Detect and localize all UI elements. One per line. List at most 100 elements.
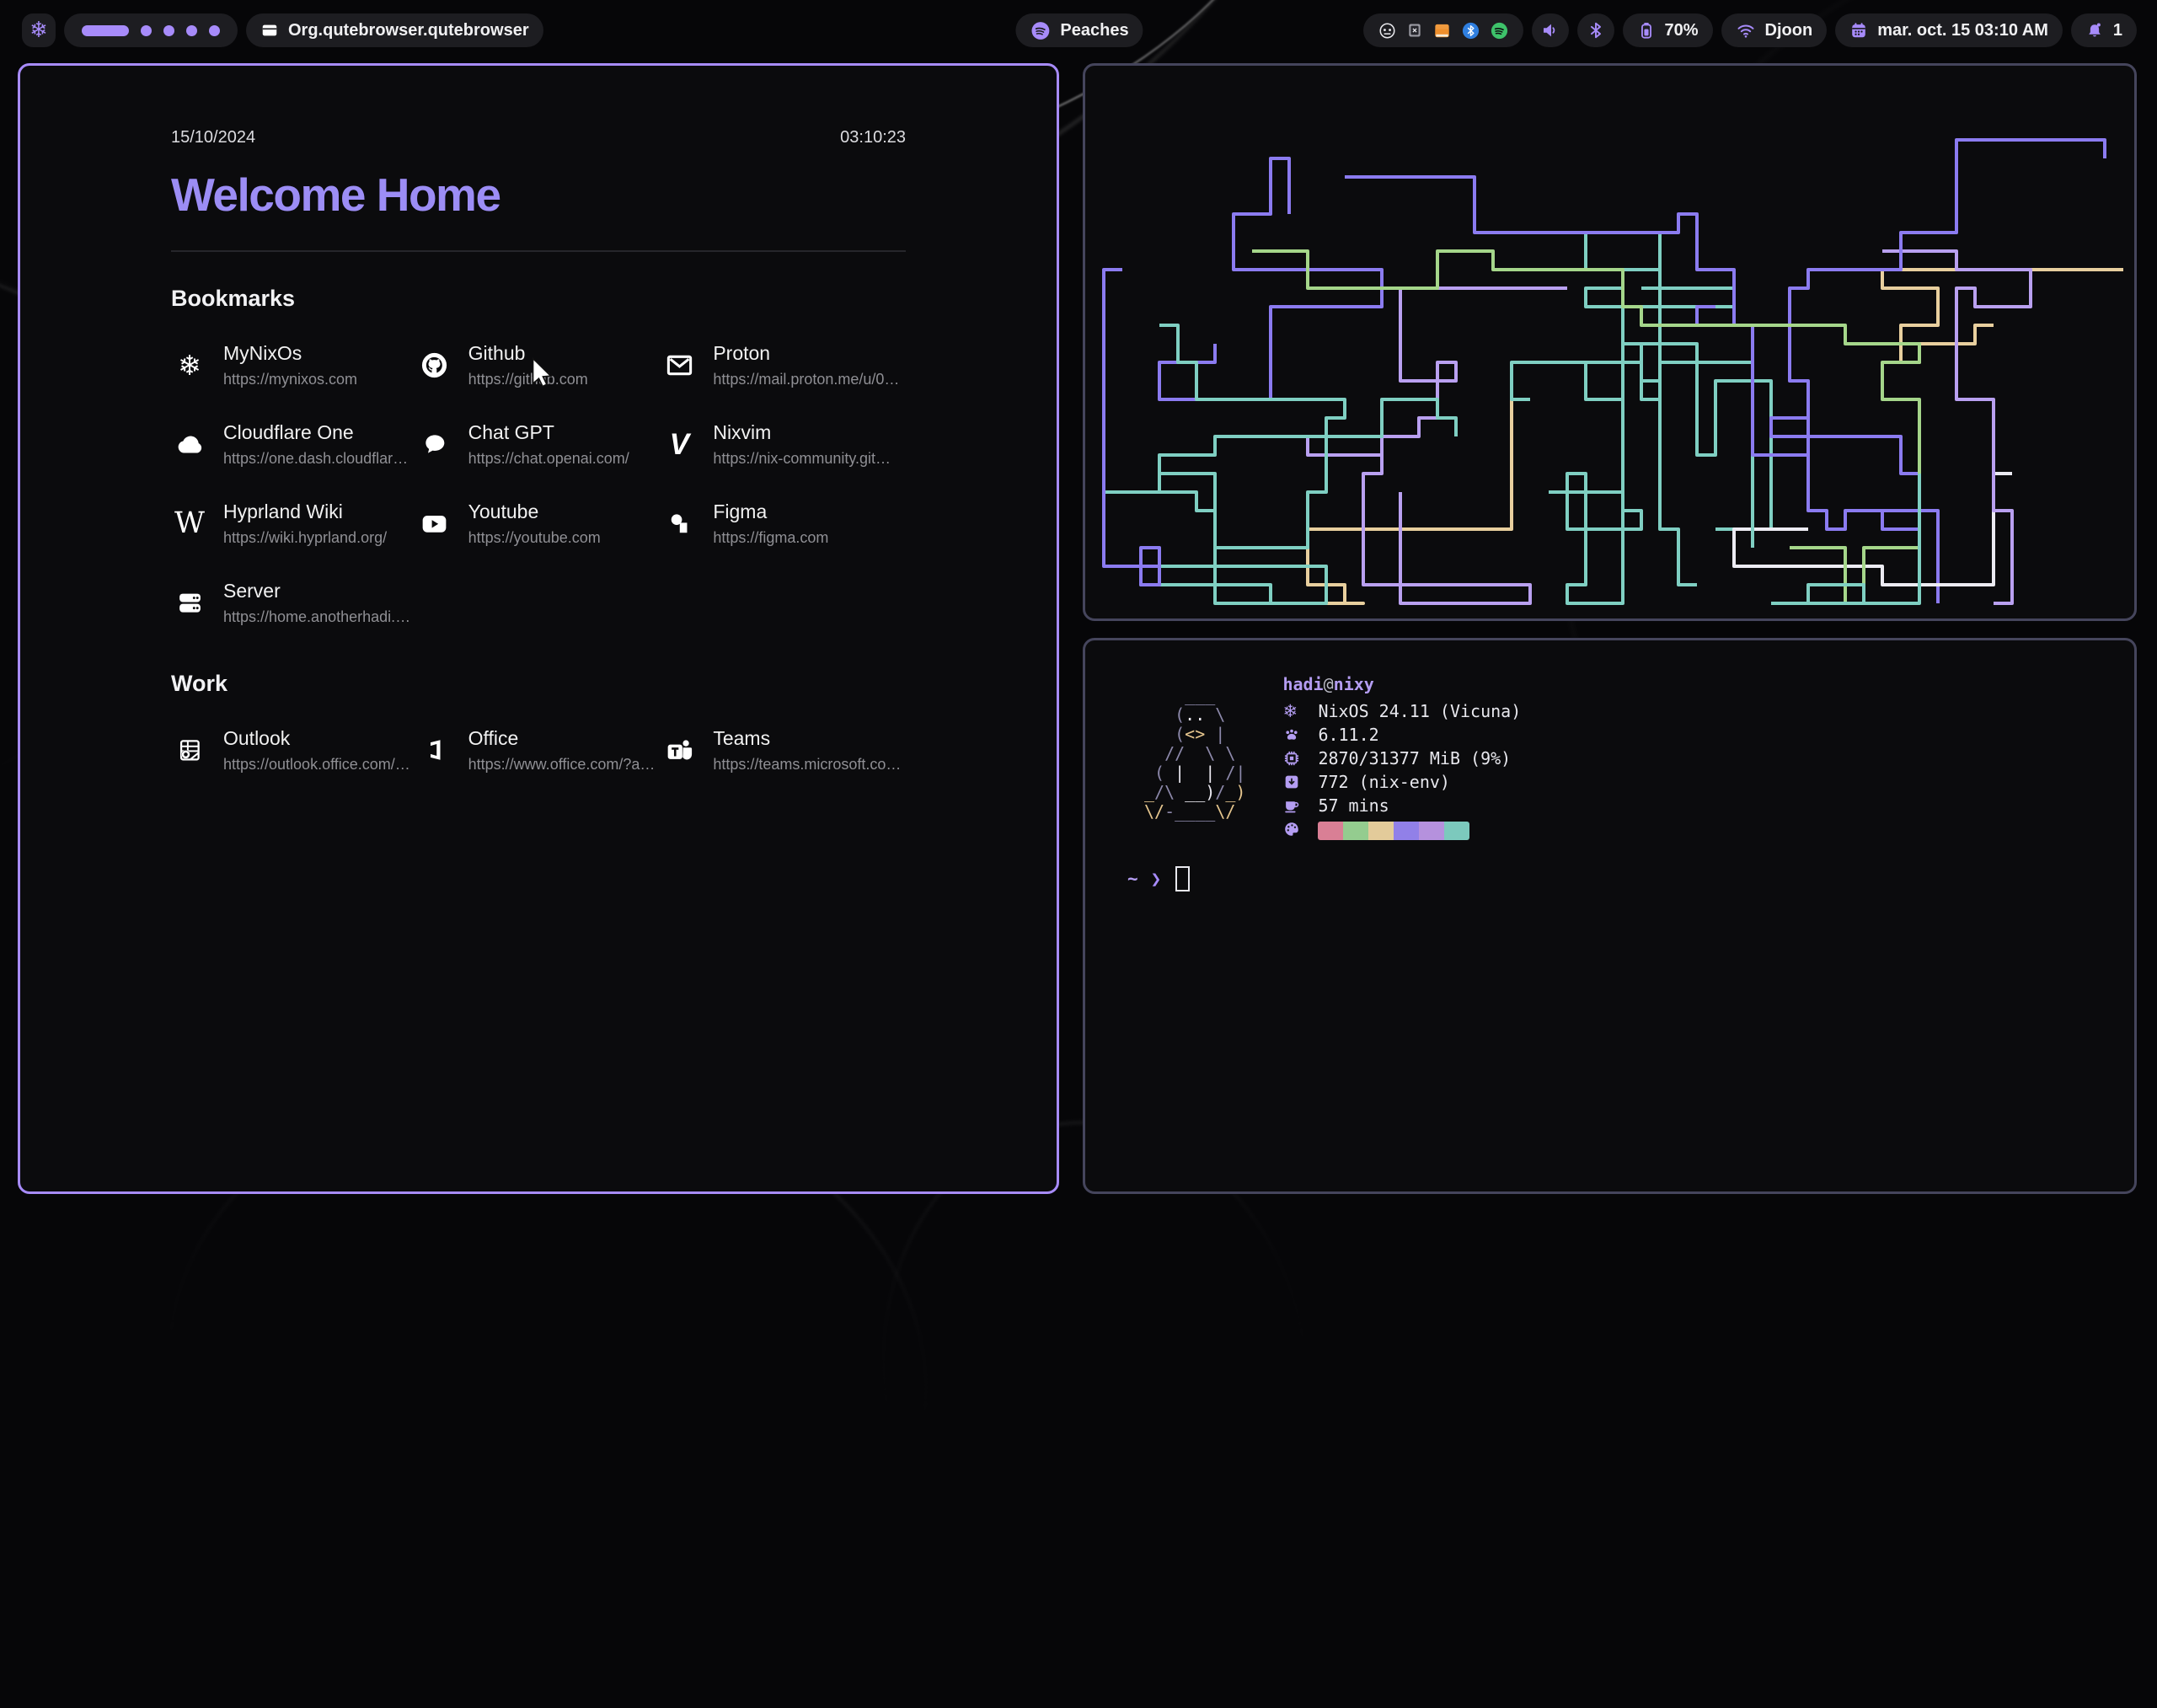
bookmark-name: Proton xyxy=(713,341,771,364)
bookmark-url: https://mail.proton.me/u/0… xyxy=(713,370,900,388)
startpage-time: 03:10:23 xyxy=(840,128,906,147)
workspace-active[interactable] xyxy=(82,24,129,36)
workspace-dot[interactable] xyxy=(163,24,174,36)
prompt-path: ~ xyxy=(1127,869,1138,889)
fastfetch-row: 6.11.2 xyxy=(1282,723,1521,747)
volume-pill[interactable] xyxy=(1531,13,1569,47)
chat-icon xyxy=(416,431,453,458)
workspace-indicators xyxy=(78,24,223,36)
bookmark-url: https://one.dash.cloudflar… xyxy=(223,449,409,467)
fastfetch-value: 772 (nix-env) xyxy=(1318,772,1450,792)
bookmark-item[interactable]: Chat GPT https://chat.openai.com/ xyxy=(416,420,661,468)
window-title: Org.qutebrowser.qutebrowser xyxy=(288,20,529,40)
bookmark-name: MyNixOs xyxy=(223,341,302,364)
github-icon xyxy=(416,351,453,380)
bookmark-name: Office xyxy=(468,726,519,749)
bookmark-url: https://wiki.hyprland.org/ xyxy=(223,528,388,546)
bookmark-item[interactable]: Teams https://teams.microsoft.co… xyxy=(661,725,906,774)
bookmarks-grid: ❄ MyNixOs https://mynixos.com Github https:/… xyxy=(171,340,906,627)
spotify-icon xyxy=(1030,20,1051,41)
figma-icon xyxy=(661,510,698,538)
mail-icon xyxy=(661,351,698,380)
wiki-icon: W xyxy=(174,506,205,540)
bookmark-name: Cloudflare One xyxy=(223,420,354,443)
nixos-icon: ❄ xyxy=(29,18,48,43)
terminal-cursor xyxy=(1175,866,1191,891)
network-ssid: Djoon xyxy=(1764,20,1813,40)
bookmark-item[interactable]: ❄ MyNixOs https://mynixos.com xyxy=(171,340,416,389)
packages-icon xyxy=(1282,773,1318,791)
nixos-icon: ❄ xyxy=(1282,700,1298,721)
bookmark-url: https://github.com xyxy=(468,370,588,388)
fastfetch-terminal-window: ___ (.. \ (<> | // \ \ ( | | /| _/\ __)/_… xyxy=(1083,638,2137,1194)
bell-icon xyxy=(2085,21,2104,40)
pipes-terminal-window xyxy=(1083,63,2137,621)
office-icon xyxy=(416,737,453,763)
workspace-dot[interactable] xyxy=(186,24,197,36)
fastfetch-output: ___ (.. \ (<> | // \ \ ( | | /| _/\ __)/_… xyxy=(1126,674,2101,841)
bookmark-url: https://home.anotherhadi.… xyxy=(223,608,411,625)
bookmark-name: Figma xyxy=(713,500,768,522)
bookmark-item[interactable]: Youtube https://youtube.com xyxy=(416,499,661,548)
palette-icon xyxy=(1282,820,1318,838)
clock-pill[interactable]: mar. oct. 15 03:10 AM xyxy=(1835,13,2063,47)
workspace-dot[interactable] xyxy=(209,24,220,36)
fastfetch-row: 772 (nix-env) xyxy=(1282,770,1521,794)
spotify-badge-icon[interactable] xyxy=(1490,21,1509,40)
outlook-icon xyxy=(171,736,208,764)
top-bar: ❄ Org.qutebrowser.qutebrowser Peaches xyxy=(22,13,2137,47)
network-pill[interactable]: Djoon xyxy=(1721,13,1828,47)
system-tray xyxy=(1362,13,1523,47)
battery-pill[interactable]: 70% xyxy=(1622,13,1713,47)
bookmark-name: Outlook xyxy=(223,726,291,749)
startpage-date: 15/10/2024 xyxy=(171,128,256,147)
bookmark-url: https://figma.com xyxy=(713,528,829,546)
clock-label: mar. oct. 15 03:10 AM xyxy=(1877,20,2048,40)
bookmark-name: Server xyxy=(223,579,281,602)
fastfetch-value: 57 mins xyxy=(1318,795,1389,816)
bookmark-url: https://outlook.office.com/… xyxy=(223,755,410,773)
teams-icon xyxy=(661,736,698,765)
bookmark-url: https://mynixos.com xyxy=(223,370,358,388)
battery-icon xyxy=(1637,21,1656,40)
bookmark-name: Nixvim xyxy=(713,420,772,443)
disc-icon[interactable] xyxy=(1378,21,1397,40)
palette-swatch xyxy=(1318,821,1344,840)
notifications-pill[interactable]: 1 xyxy=(2070,13,2137,47)
bookmark-name: Chat GPT xyxy=(468,420,554,443)
section-title-bookmarks: Bookmarks xyxy=(171,286,296,311)
nix-snowflake-icon: ❄ xyxy=(178,348,201,382)
files-icon[interactable] xyxy=(1432,21,1452,40)
palette-swatch xyxy=(1419,821,1445,840)
bookmark-url: https://teams.microsoft.co… xyxy=(713,755,902,773)
divider xyxy=(171,250,906,252)
bookmark-item[interactable]: Figma https://figma.com xyxy=(661,499,906,548)
workspaces-pill[interactable] xyxy=(64,13,238,47)
active-window-pill[interactable]: Org.qutebrowser.qutebrowser xyxy=(246,13,543,47)
bluetooth-pill[interactable] xyxy=(1576,13,1614,47)
launcher-button[interactable]: ❄ xyxy=(22,13,56,47)
prompt-symbol: ❯ xyxy=(1150,869,1162,889)
bookmark-item[interactable]: Outlook https://outlook.office.com/… xyxy=(171,725,416,774)
bookmark-item[interactable]: Cloudflare One https://one.dash.cloudflar… xyxy=(171,420,416,468)
shell-prompt[interactable]: ~ ❯ xyxy=(1127,866,2101,891)
fastfetch-row: 57 mins xyxy=(1282,794,1521,817)
bookmark-item[interactable]: Proton https://mail.proton.me/u/0… xyxy=(661,340,906,389)
user-host: hadi@nixy xyxy=(1282,674,1374,694)
bluetooth-icon xyxy=(1587,21,1605,40)
keepassxc-icon[interactable] xyxy=(1406,22,1423,39)
memory-icon xyxy=(1282,749,1318,768)
calendar-icon xyxy=(1849,21,1868,40)
bookmark-item[interactable]: Server https://home.anotherhadi.… xyxy=(171,578,416,627)
media-pill[interactable]: Peaches xyxy=(1015,13,1143,47)
bookmark-name: Youtube xyxy=(468,500,539,522)
fastfetch-value: NixOS 24.11 (Vicuna) xyxy=(1318,701,1522,721)
workspace-dot[interactable] xyxy=(141,24,152,36)
bookmark-item[interactable]: Office https://www.office.com/?a… xyxy=(416,725,661,774)
bookmark-item[interactable]: V Nixvim https://nix-community.git… xyxy=(661,420,906,468)
bookmark-url: https://www.office.com/?a… xyxy=(468,755,656,773)
bluetooth-badge-icon[interactable] xyxy=(1461,21,1480,40)
bookmark-item[interactable]: W Hyprland Wiki https://wiki.hyprland.org/ xyxy=(171,499,416,548)
bookmark-item[interactable]: Github https://github.com xyxy=(416,340,661,389)
speaker-icon xyxy=(1540,20,1560,40)
